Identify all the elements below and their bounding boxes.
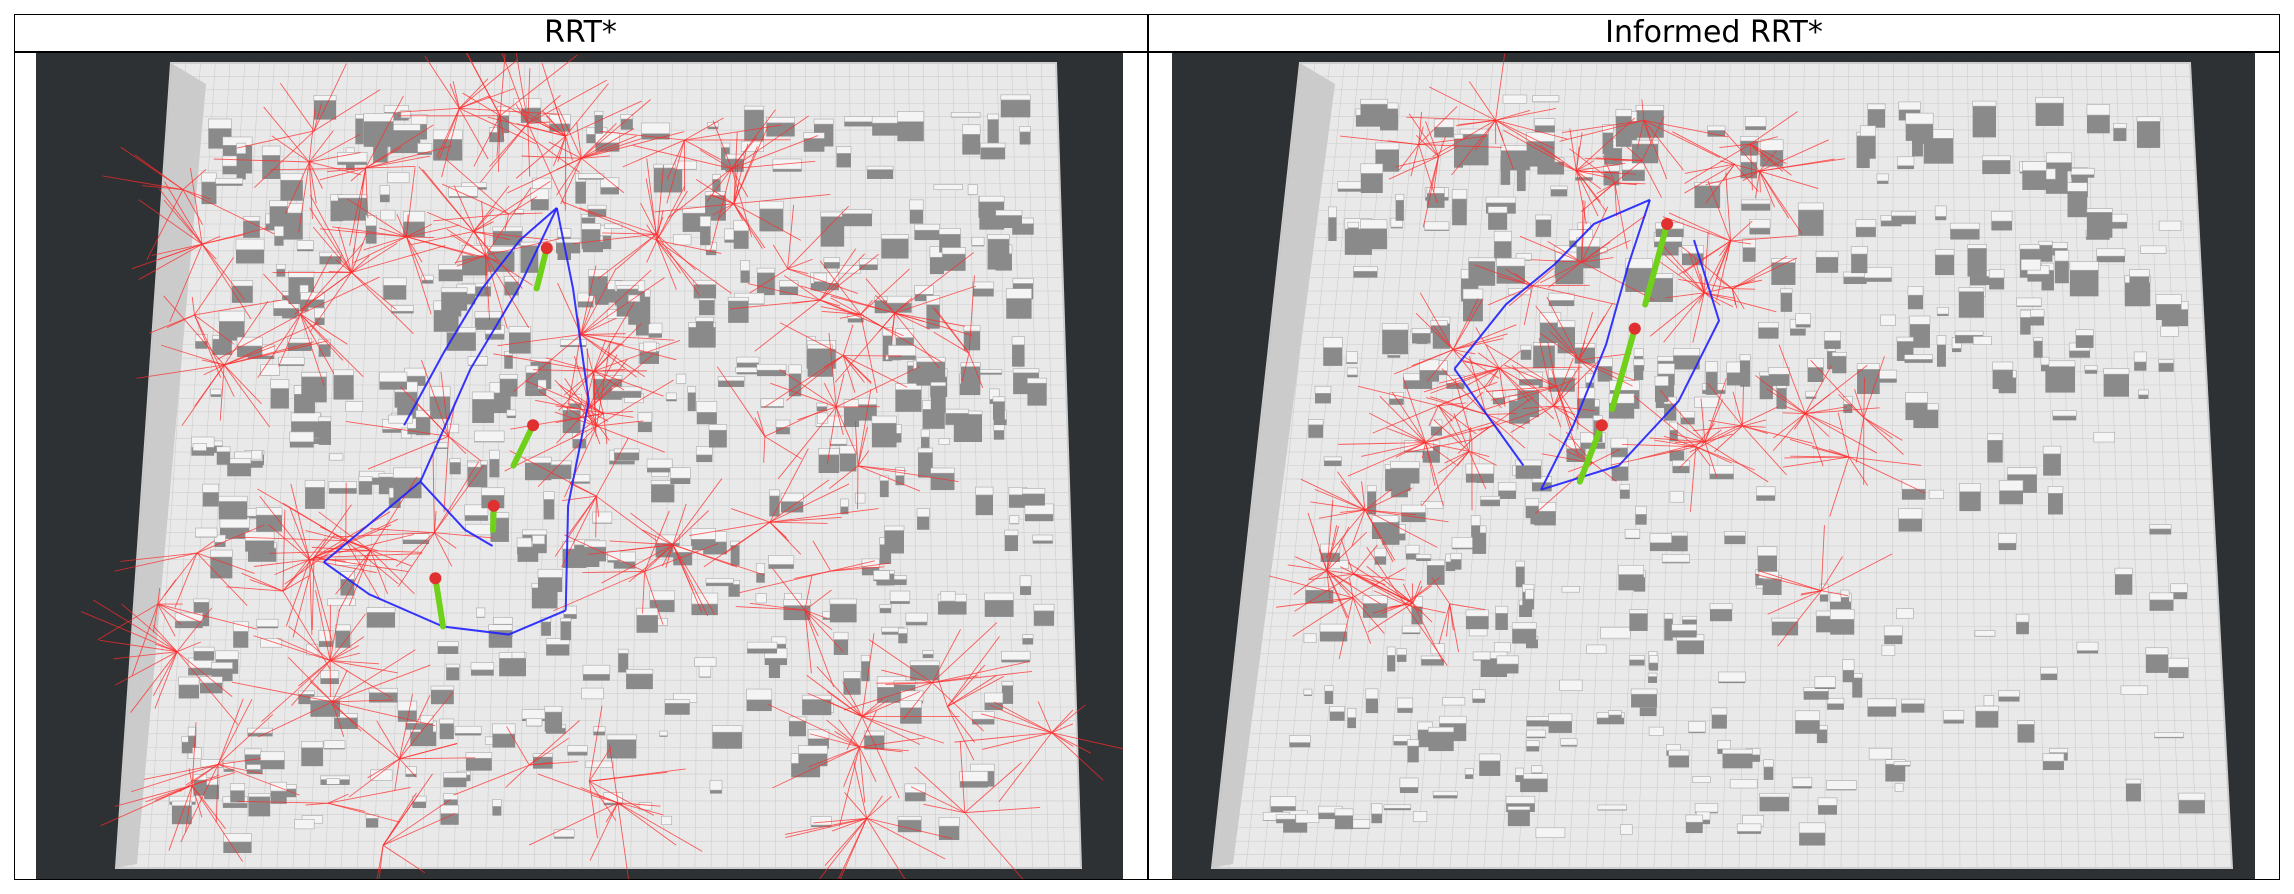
panel-title-rrt-star: RRT* — [544, 15, 617, 50]
explored-path — [1453, 198, 1721, 491]
rrt-star-scene — [36, 53, 1123, 879]
informed-rrt-star-scene — [1172, 53, 2255, 879]
panel-divider — [1147, 14, 1149, 880]
search-tree-edges — [80, 53, 1123, 879]
obstacle-blocks — [169, 94, 1055, 853]
explored-path — [323, 207, 590, 636]
panel-title-informed-rrt-star: Informed RRT* — [1605, 15, 1823, 50]
best-path — [429, 242, 553, 630]
header-divider — [14, 51, 2280, 53]
obstacle-blocks — [1262, 94, 2206, 846]
best-path — [1576, 218, 1674, 485]
rrt-star-visualization — [80, 53, 1123, 879]
informed-rrt-star-visualization — [1210, 53, 2234, 869]
search-tree-edges — [1269, 53, 1926, 666]
